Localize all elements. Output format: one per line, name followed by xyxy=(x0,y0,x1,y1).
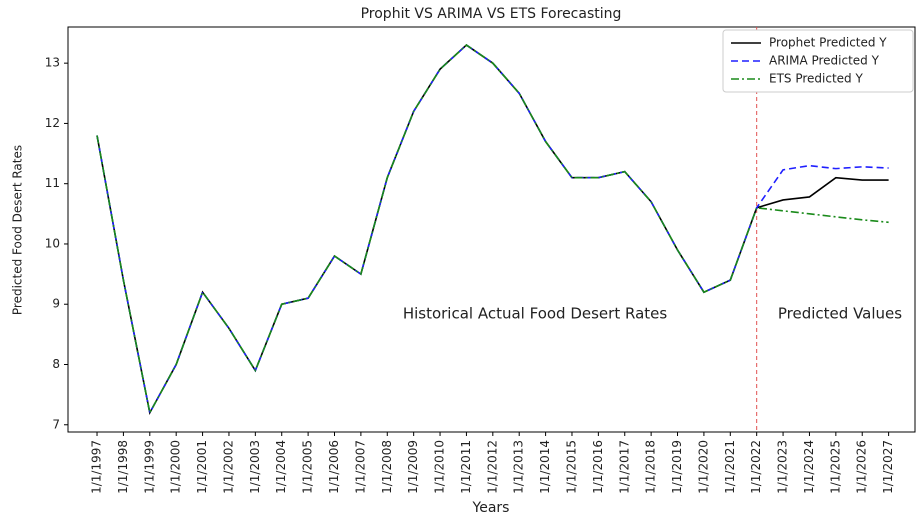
x-tick-label: 1/1/2008 xyxy=(380,440,394,494)
legend-box xyxy=(722,29,914,93)
y-tick-label: 8 xyxy=(52,357,60,371)
x-tick-label: 1/1/2012 xyxy=(485,440,499,494)
x-tick-label: 1/1/2003 xyxy=(248,440,262,494)
chart-title: Prophit VS ARIMA VS ETS Forecasting xyxy=(361,6,622,22)
annotation: Historical Actual Food Desert Rates xyxy=(403,305,668,323)
legend-label: ETS Predicted Y xyxy=(769,72,863,86)
series-line xyxy=(96,44,889,416)
x-tick-label: 1/1/2026 xyxy=(855,440,869,494)
x-tick-label: 1/1/2015 xyxy=(564,440,578,494)
x-tick-label: 1/1/2021 xyxy=(723,440,737,494)
x-tick-label: 1/1/2002 xyxy=(221,440,235,494)
x-tick-label: 1/1/2018 xyxy=(644,440,658,494)
x-tick-label: 1/1/2020 xyxy=(696,440,710,494)
y-tick-label: 12 xyxy=(45,116,60,130)
x-tick-label: 1/1/2014 xyxy=(538,440,552,494)
y-tick-label: 7 xyxy=(52,417,60,431)
x-tick-label: 1/1/2009 xyxy=(406,440,420,494)
x-tick-label: 1/1/2017 xyxy=(617,440,631,494)
plot-area xyxy=(67,26,916,433)
x-tick-label: 1/1/2007 xyxy=(353,440,367,494)
x-tick-label: 1/1/2013 xyxy=(512,440,526,494)
x-tick-label: 1/1/2001 xyxy=(195,440,209,494)
y-tick-label: 11 xyxy=(45,176,60,190)
x-tick-label: 1/1/2027 xyxy=(881,440,895,494)
x-tick-label: 1/1/2023 xyxy=(776,440,790,494)
x-tick-label: 1/1/2019 xyxy=(670,440,684,494)
x-tick-label: 1/1/2016 xyxy=(591,440,605,494)
x-tick-label: 1/1/2000 xyxy=(169,440,183,494)
legend-label: ARIMA Predicted Y xyxy=(769,54,880,68)
x-tick-label: 1/1/2005 xyxy=(301,440,315,494)
x-tick-label: 1/1/2010 xyxy=(433,440,447,494)
annotation: Predicted Values xyxy=(778,305,902,323)
x-tick-label: 1/1/2025 xyxy=(828,440,842,494)
legend-label: Prophet Predicted Y xyxy=(769,36,887,50)
x-tick-label: 1/1/2022 xyxy=(749,440,763,494)
series-line xyxy=(96,44,889,416)
x-tick-label: 1/1/2006 xyxy=(327,440,341,494)
x-tick-label: 1/1/1997 xyxy=(90,440,104,494)
y-tick-label: 13 xyxy=(45,56,60,70)
series-line xyxy=(96,44,889,416)
y-axis-label: Predicted Food Desert Rates xyxy=(11,145,25,315)
y-tick-label: 9 xyxy=(52,297,60,311)
y-tick-label: 10 xyxy=(45,236,60,250)
x-tick-label: 1/1/2024 xyxy=(802,440,816,494)
x-tick-label: 1/1/2011 xyxy=(459,440,473,494)
x-tick-label: 1/1/1998 xyxy=(116,440,130,494)
x-axis-label: Years xyxy=(472,500,510,516)
x-tick-label: 1/1/1999 xyxy=(142,440,156,494)
x-tick-label: 1/1/2004 xyxy=(274,440,288,494)
